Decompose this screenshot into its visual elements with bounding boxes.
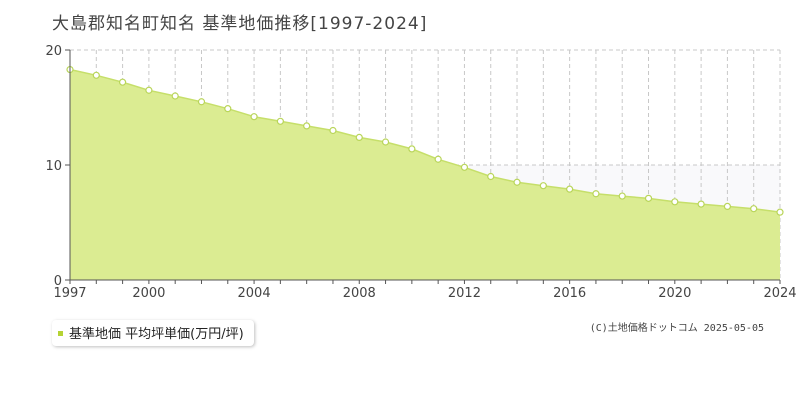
x-tick-label: 2024 (763, 286, 796, 301)
copyright-text: (C)土地価格ドットコム 2025-05-05 (589, 323, 764, 334)
data-point (750, 205, 758, 213)
x-tick-label: 2000 (132, 286, 165, 301)
x-tick-label: 2004 (238, 286, 271, 301)
axes (65, 49, 781, 284)
data-point (671, 198, 679, 206)
data-point (644, 194, 653, 202)
horizontal-gridlines (70, 49, 780, 166)
data-point (303, 122, 311, 130)
data-point (487, 172, 495, 181)
data-point (434, 155, 442, 163)
data-point (408, 145, 416, 153)
data-point (355, 133, 363, 141)
data-point (197, 98, 206, 106)
data-point (250, 113, 258, 121)
x-tick-label: 2008 (343, 286, 376, 301)
x-tick-label: 1997 (53, 286, 86, 301)
series-points (66, 65, 784, 216)
y-tick-label: 10 (45, 159, 62, 174)
data-point (723, 202, 732, 210)
y-tick-labels: 0 10 20 (45, 44, 62, 289)
chart-plot: 0 10 20 1997 2000 2004 2008 2012 2016 2020 2024 (45, 44, 796, 301)
legend-swatch (58, 331, 63, 336)
data-point (118, 78, 127, 86)
data-point (618, 192, 626, 200)
legend-label: 基準地価 平均坪単価(万円/坪) (69, 327, 244, 342)
series-line (69, 68, 781, 213)
data-point (697, 200, 705, 208)
data-point (460, 163, 469, 171)
data-point (513, 178, 521, 186)
data-point (224, 105, 232, 113)
y-tick-label: 0 (54, 274, 62, 289)
data-point (171, 92, 179, 100)
y-tick-label: 20 (45, 44, 62, 59)
series-area (70, 69, 780, 280)
data-point (539, 182, 547, 190)
data-point (592, 190, 600, 198)
chart-title: 大島郡知名町知名 基準地価推移[1997-2024] (52, 14, 428, 34)
x-tick-label: 2012 (448, 286, 481, 301)
x-tick-labels: 1997 2000 2004 2008 2012 2016 2020 2024 (53, 286, 796, 301)
legend: 基準地価 平均坪単価(万円/坪) (52, 320, 254, 346)
data-point (92, 71, 100, 79)
data-point (145, 86, 153, 94)
data-point (329, 126, 337, 135)
data-point (566, 185, 574, 193)
data-point (381, 138, 390, 146)
x-tick-label: 2020 (658, 286, 691, 301)
data-point (776, 208, 784, 216)
x-tick-label: 2016 (553, 286, 586, 301)
data-point (276, 117, 284, 125)
